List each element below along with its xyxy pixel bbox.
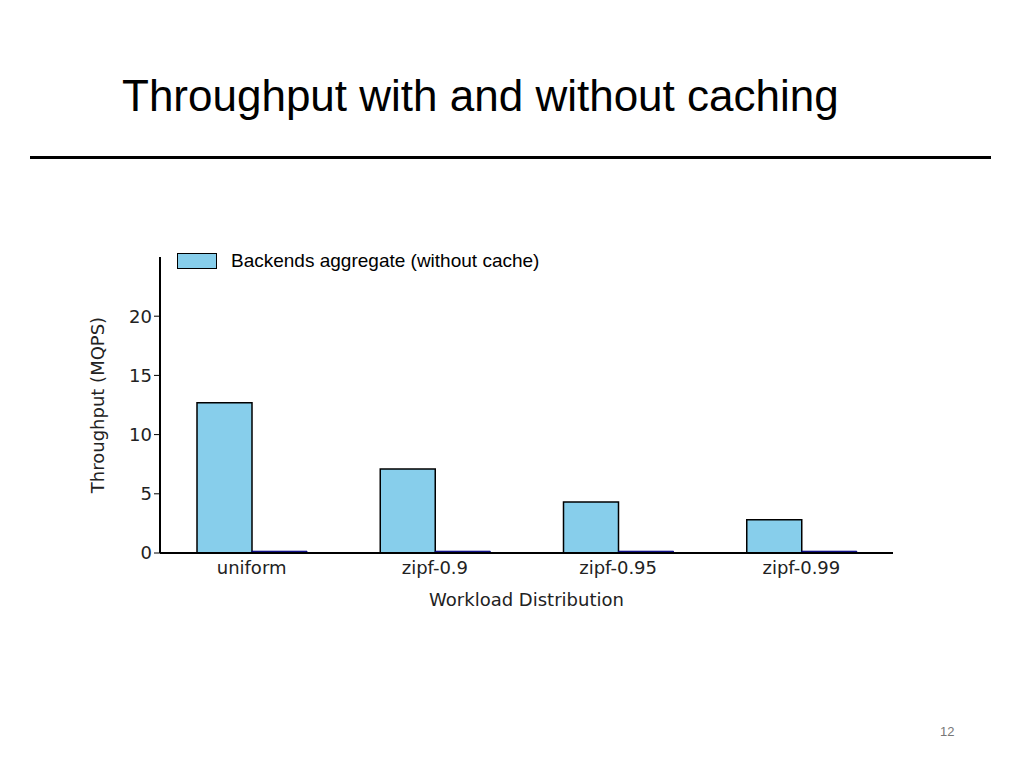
- svg-text:Workload Distribution: Workload Distribution: [429, 589, 624, 610]
- svg-text:zipf-0.9: zipf-0.9: [402, 557, 468, 578]
- svg-text:5: 5: [141, 483, 152, 504]
- svg-text:zipf-0.95: zipf-0.95: [579, 557, 657, 578]
- svg-text:uniform: uniform: [217, 557, 287, 578]
- html-text:Throughput with and without ca: Throughput with and without caching: [122, 71, 839, 120]
- svg-text:15: 15: [129, 365, 152, 386]
- svg-text:20: 20: [129, 306, 152, 327]
- svg-text:10: 10: [129, 424, 152, 445]
- html-text:Backends aggregate (without ca: Backends aggregate (without cache): [231, 250, 540, 271]
- svg-text:0: 0: [141, 542, 152, 563]
- svg-text:Throughput (MQPS): Throughput (MQPS): [87, 317, 108, 494]
- svg-text:zipf-0.99: zipf-0.99: [762, 557, 840, 578]
- html-text:12: 12: [940, 724, 955, 739]
